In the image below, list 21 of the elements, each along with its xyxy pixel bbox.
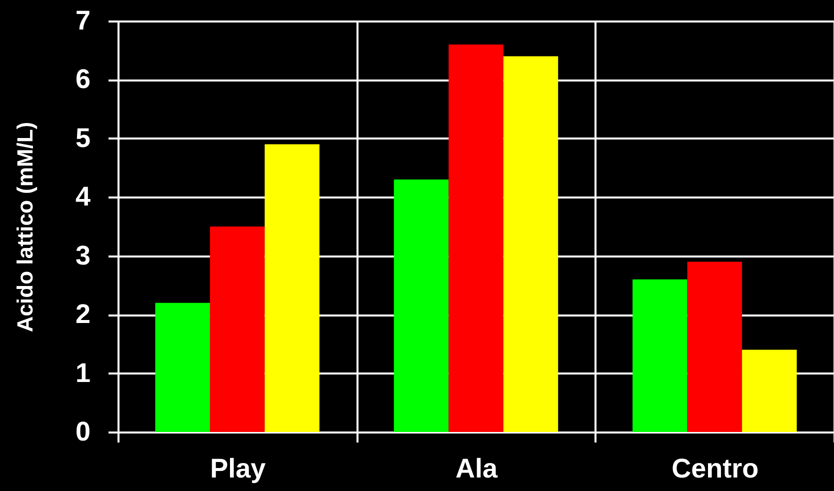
x-tick-label: Centro	[672, 454, 759, 484]
y-tick-label: 2	[75, 299, 90, 330]
x-tick-label: Play	[210, 454, 266, 484]
y-tick-label: 5	[75, 122, 90, 153]
bar	[448, 44, 504, 432]
y-axis-title: Acido lattico (mM/L)	[12, 122, 38, 332]
bar	[210, 226, 265, 432]
bar	[687, 262, 742, 432]
bar	[394, 180, 449, 432]
bar	[155, 302, 210, 432]
bar	[264, 144, 320, 432]
y-tick-label: 1	[75, 358, 90, 388]
y-tick-label: 3	[75, 240, 90, 270]
y-tick-label: 4	[75, 182, 90, 212]
x-tick-label: Ala	[455, 454, 498, 484]
y-tick-label: 0	[75, 416, 90, 446]
bar	[742, 350, 797, 432]
y-tick-label: 7	[75, 6, 90, 36]
bar	[503, 56, 558, 432]
y-tick-label: 6	[75, 64, 90, 94]
bar	[632, 279, 688, 432]
